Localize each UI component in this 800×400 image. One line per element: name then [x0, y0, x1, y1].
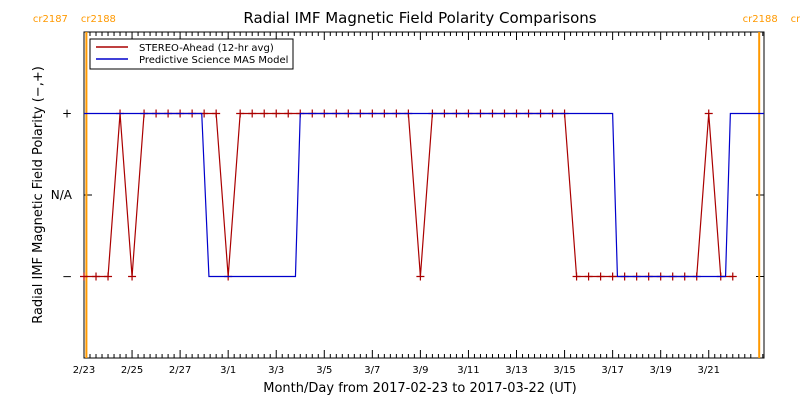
data-point [128, 272, 137, 281]
x-tick-label: 3/9 [412, 365, 428, 376]
x-tick-label: 3/11 [457, 365, 479, 376]
legend-box [89, 38, 294, 70]
x-tick-label: 3/1 [220, 365, 236, 376]
chart-title: Radial IMF Magnetic Field Polarity Compa… [243, 9, 596, 27]
x-tick-label: 3/3 [268, 365, 284, 376]
x-tick-label: 2/27 [169, 365, 191, 376]
data-point [596, 272, 605, 281]
data-point [104, 272, 113, 281]
data-point [236, 109, 245, 118]
legend-label: Predictive Science MAS Model [139, 55, 288, 66]
data-point [608, 272, 617, 281]
carrington-label: cr2188 [81, 14, 116, 25]
x-tick-label: 3/19 [649, 365, 671, 376]
legend: STEREO-Ahead (12-hr avg)Predictive Scien… [89, 38, 294, 70]
y-tick-label: − [62, 270, 72, 284]
x-tick-label: 3/5 [316, 365, 332, 376]
carrington-label: cr2187 [33, 14, 68, 25]
x-tick-label: 3/7 [364, 365, 380, 376]
data-point [284, 109, 293, 118]
x-axis-label: Month/Day from 2017-02-23 to 2017-03-22 … [263, 381, 576, 396]
y-tick-label: + [62, 107, 72, 121]
axis-ticks: 2/23 2/25 2/27 3/1 3/3 3/5 3/7 3/9 3/11 3/13 3/15 3… [51, 32, 764, 376]
carrington-markers: cr2187 cr2188 cr2188 cr2189 [33, 14, 800, 358]
y-axis-label: Radial IMF Magnetic Field Polarity (−,+) [31, 66, 46, 324]
data-point [212, 109, 221, 118]
series-line-1 [84, 112, 764, 278]
data-point [260, 109, 269, 118]
x-tick-label: 2/23 [73, 365, 95, 376]
x-tick-label: 2/25 [121, 365, 143, 376]
plot-frame [83, 31, 765, 359]
x-tick-label: 3/13 [505, 365, 527, 376]
data-point [704, 109, 713, 118]
data-point [80, 272, 88, 281]
series-layer [80, 109, 764, 281]
data-point [92, 272, 101, 281]
data-point [584, 272, 593, 281]
data-point [272, 109, 281, 118]
y-tick-label: N/A [51, 188, 73, 202]
data-point [416, 272, 425, 281]
series-line-0 [84, 112, 733, 278]
data-point [572, 272, 581, 281]
data-point [248, 109, 257, 118]
x-tick-label: 3/21 [698, 365, 720, 376]
carrington-label: cr2188 [743, 14, 778, 25]
x-tick-label: 3/17 [601, 365, 623, 376]
legend-label: STEREO-Ahead (12-hr avg) [139, 43, 274, 54]
x-tick-label: 3/15 [553, 365, 575, 376]
data-point [728, 272, 737, 281]
carrington-label: cr2189 [791, 14, 800, 25]
